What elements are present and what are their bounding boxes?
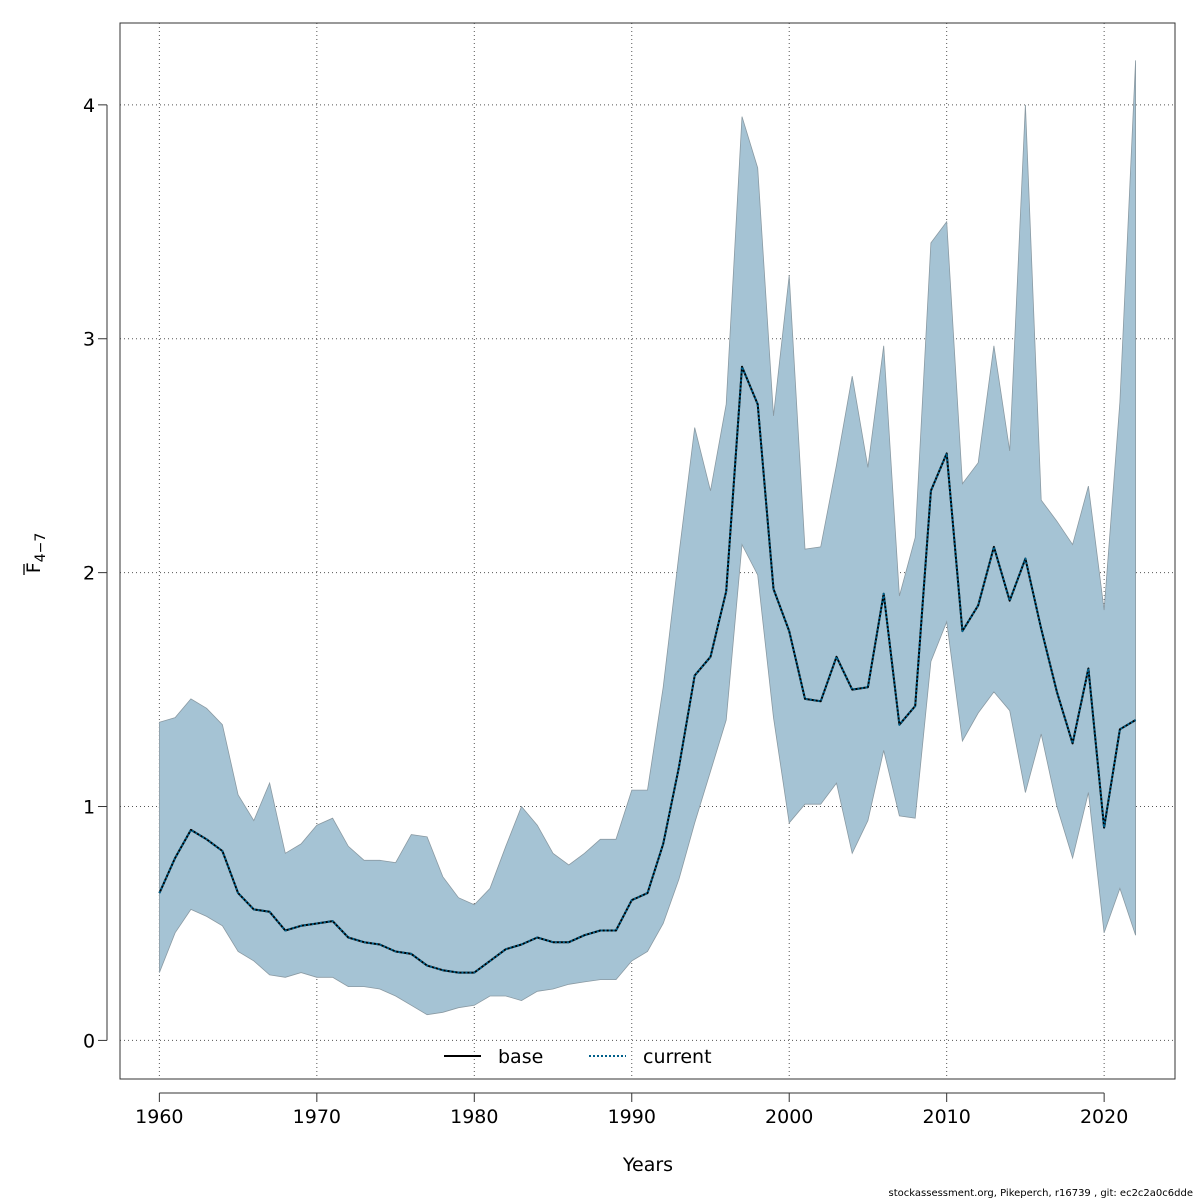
data-point-1979 xyxy=(458,972,460,974)
data-point-1966 xyxy=(253,908,255,910)
y-axis-label-symbol: F xyxy=(23,562,45,573)
data-point-1962 xyxy=(190,829,192,831)
data-point-2002 xyxy=(820,700,822,702)
y-tick-label-2: 2 xyxy=(83,563,95,585)
data-point-2008 xyxy=(914,705,916,707)
y-tick-label-0: 0 xyxy=(83,1030,95,1052)
data-point-2019 xyxy=(1087,668,1089,670)
data-point-2022 xyxy=(1135,719,1137,721)
x-axis: 1960 1970 1980 1990 2000 2010 2020 xyxy=(135,1092,1128,1128)
data-point-1978 xyxy=(442,969,444,971)
data-point-2020 xyxy=(1103,827,1105,829)
footer-credit: stockassessment.org, Pikeperch, r16739 ,… xyxy=(889,1188,1193,1199)
x-axis-label: Years xyxy=(622,1154,673,1176)
data-point-1968 xyxy=(284,929,286,931)
data-point-1996 xyxy=(725,590,727,592)
x-tick-label-1990: 1990 xyxy=(608,1106,656,1128)
data-point-1983 xyxy=(521,944,523,946)
data-point-1976 xyxy=(410,953,412,955)
data-point-1972 xyxy=(347,936,349,938)
data-point-2005 xyxy=(867,686,869,688)
legend-label-current: current xyxy=(643,1046,712,1068)
data-point-2011 xyxy=(961,630,963,632)
data-point-1973 xyxy=(363,941,365,943)
data-point-1982 xyxy=(505,948,507,950)
y-axis-label-subscript: 4−7 xyxy=(33,533,49,563)
data-point-2004 xyxy=(851,689,853,691)
data-point-1999 xyxy=(772,588,774,590)
data-point-1977 xyxy=(426,965,428,967)
x-tick-label-2000: 2000 xyxy=(765,1106,813,1128)
data-point-1990 xyxy=(631,899,633,901)
data-point-1974 xyxy=(379,944,381,946)
plot-frame xyxy=(119,22,1176,1080)
data-point-1988 xyxy=(599,929,601,931)
series-line-current xyxy=(158,365,1137,974)
data-point-1971 xyxy=(332,920,334,922)
data-point-2017 xyxy=(1056,691,1058,693)
data-point-1994 xyxy=(694,675,696,677)
data-point-2014 xyxy=(1009,600,1011,602)
data-point-1984 xyxy=(536,936,538,938)
data-point-1963 xyxy=(206,838,208,840)
data-point-1985 xyxy=(552,941,554,943)
svg-text:F4−7: F4−7 xyxy=(23,533,49,573)
data-point-1998 xyxy=(757,403,759,405)
data-point-1997 xyxy=(741,366,743,368)
x-tick-label-2010: 2010 xyxy=(922,1106,970,1128)
data-point-1987 xyxy=(584,934,586,936)
data-point-1995 xyxy=(709,656,711,658)
data-point-1970 xyxy=(316,922,318,924)
data-point-2018 xyxy=(1072,742,1074,744)
legend-label-base: base xyxy=(498,1046,543,1068)
data-point-1964 xyxy=(221,850,223,852)
data-point-2009 xyxy=(930,490,932,492)
x-tick-label-1970: 1970 xyxy=(293,1106,341,1128)
data-point-1989 xyxy=(615,929,617,931)
data-point-2010 xyxy=(946,452,948,454)
data-point-1992 xyxy=(662,843,664,845)
data-point-2015 xyxy=(1024,558,1026,560)
data-point-2013 xyxy=(993,546,995,548)
data-point-2012 xyxy=(977,604,979,606)
legend: base current xyxy=(444,1046,712,1068)
y-tick-label-1: 1 xyxy=(83,797,95,819)
data-point-2006 xyxy=(883,593,885,595)
data-point-1975 xyxy=(395,951,397,953)
data-point-1993 xyxy=(678,766,680,768)
data-point-1969 xyxy=(300,925,302,927)
data-point-2021 xyxy=(1119,728,1121,730)
y-axis: 0 1 2 3 4 xyxy=(83,95,108,1052)
data-point-1981 xyxy=(489,960,491,962)
data-point-1980 xyxy=(473,972,475,974)
data-point-1961 xyxy=(174,857,176,859)
data-point-1960 xyxy=(158,892,160,894)
x-tick-label-1960: 1960 xyxy=(135,1106,183,1128)
data-point-2007 xyxy=(898,724,900,726)
x-tick-label-1980: 1980 xyxy=(450,1106,498,1128)
data-point-2001 xyxy=(804,698,806,700)
confidence-band xyxy=(159,60,1136,1016)
y-tick-label-3: 3 xyxy=(83,329,95,351)
x-tick-label-2020: 2020 xyxy=(1080,1106,1128,1128)
data-point-2016 xyxy=(1040,628,1042,630)
data-point-2000 xyxy=(788,630,790,632)
data-point-1967 xyxy=(269,911,271,913)
data-point-1965 xyxy=(237,892,239,894)
y-axis-label: F4−7 xyxy=(23,533,49,575)
data-point-2003 xyxy=(835,656,837,658)
data-point-1991 xyxy=(647,892,649,894)
data-point-1986 xyxy=(568,941,570,943)
y-tick-label-4: 4 xyxy=(83,95,95,117)
